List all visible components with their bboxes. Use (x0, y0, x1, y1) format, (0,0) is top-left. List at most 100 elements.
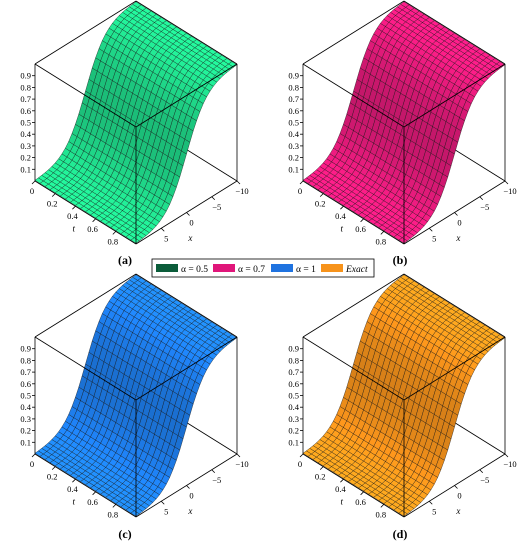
z-tick-label: 0.8 (288, 355, 299, 365)
x-tick-label: 5 (164, 506, 168, 516)
t-tick (360, 491, 364, 496)
x-axis-label: x (187, 233, 192, 243)
t-tick (112, 504, 117, 508)
box-edge-floor-front-left (302, 180, 405, 245)
z-tick-label: 0.9 (20, 344, 31, 354)
box-edge-top-back-left (34, 273, 137, 338)
box-edge-top-back-left (302, 0, 405, 65)
x-tick-label: −5 (212, 475, 221, 485)
t-tick (380, 231, 385, 235)
x-tick-label: 0 (457, 218, 461, 228)
legend-label-exact: Exact (345, 265, 368, 275)
x-tick-label: −10 (235, 186, 248, 196)
z-tick-label: 0.4 (288, 402, 299, 412)
t-tick (299, 453, 304, 458)
t-tick (31, 180, 36, 185)
t-tick-label: 0.6 (87, 224, 98, 234)
z-tick-label: 0.2 (20, 153, 31, 163)
x-tick-label: 0 (457, 491, 461, 501)
box-edge-top-front-left (302, 63, 405, 128)
z-tick-label: 0.9 (288, 344, 299, 354)
surface-d (302, 274, 506, 517)
x-tick-label: −5 (480, 475, 489, 485)
t-tick-label: 0.4 (67, 484, 78, 494)
z-tick-label: 0.6 (288, 379, 299, 389)
x-tick-label: 0 (189, 218, 193, 228)
legend-label-alpha-07: α = 0.7 (238, 265, 265, 275)
t-tick-label: 0 (298, 186, 302, 196)
x-tick (236, 453, 241, 458)
box-edge-top-front-left (34, 63, 137, 128)
panel-c: 0.10.20.30.40.50.60.70.80.900.20.40.60.8… (20, 273, 249, 519)
box-edge-top-back-right (403, 0, 506, 65)
x-tick-label: −5 (480, 202, 489, 212)
box-edge-top-front-right (403, 336, 506, 401)
z-tick-label: 0.9 (20, 71, 31, 81)
z-tick-label: 0.3 (288, 141, 299, 151)
t-tick (112, 231, 117, 235)
z-tick-label: 0.7 (20, 367, 31, 377)
x-tick (454, 212, 458, 216)
legend-swatch-alpha-07 (213, 264, 235, 272)
x-tick (160, 500, 165, 505)
z-tick-label: 0.5 (20, 118, 31, 128)
t-tick (380, 504, 385, 508)
x-tick (186, 212, 190, 216)
z-tick-label: 0.2 (288, 426, 299, 436)
x-tick-label: 5 (432, 506, 436, 516)
box-edge-floor-front-left (302, 453, 405, 518)
legend: α = 0.5 α = 0.7 α = 1 Exact (151, 258, 375, 278)
t-tick (72, 478, 76, 483)
z-tick-label: 0.2 (288, 153, 299, 163)
x-axis-label: x (187, 506, 192, 516)
z-tick-label: 0.1 (20, 437, 31, 447)
x-tick (504, 180, 509, 185)
z-tick-label: 0.3 (20, 141, 31, 151)
z-tick-label: 0.1 (288, 164, 299, 174)
x-tick (479, 469, 484, 474)
t-tick-label: 0.4 (335, 211, 346, 221)
z-tick-label: 0.4 (20, 402, 31, 412)
t-tick (92, 218, 96, 223)
t-tick-label: 0.4 (335, 484, 346, 494)
x-tick (504, 453, 509, 458)
x-tick-label: 5 (164, 233, 168, 243)
t-tick-label: 0.8 (107, 236, 118, 246)
z-tick-label: 0.2 (20, 426, 31, 436)
z-tick-label: 0.8 (20, 82, 31, 92)
t-tick (340, 205, 344, 210)
t-tick (92, 491, 96, 496)
z-tick-label: 0.5 (288, 391, 299, 401)
x-tick (454, 485, 458, 489)
panel-label-c: (c) (118, 527, 131, 541)
x-tick-label: −10 (235, 459, 248, 469)
t-tick-label: 0.2 (315, 472, 326, 482)
z-tick-label: 0.7 (288, 367, 299, 377)
z-tick-label: 0.1 (20, 164, 31, 174)
t-tick (299, 180, 304, 185)
box-edge-top-front-right (135, 63, 238, 128)
x-axis-label: x (455, 506, 460, 516)
surface-a (34, 1, 238, 244)
panel-d: 0.10.20.30.40.50.60.70.80.900.20.40.60.8… (288, 273, 517, 519)
t-tick-label: 0 (30, 186, 34, 196)
z-tick-label: 0.6 (20, 106, 31, 116)
box-edge-top-front-left (302, 336, 405, 401)
box-edge-top-front-right (135, 336, 238, 401)
t-tick-label: 0.6 (355, 497, 366, 507)
panel-label-a: (a) (118, 253, 132, 267)
t-tick (51, 466, 56, 470)
t-tick (319, 193, 324, 197)
t-tick (340, 478, 344, 483)
x-tick-label: −5 (212, 202, 221, 212)
t-axis-label: t (73, 497, 76, 507)
legend-label-alpha-1: α = 1 (296, 265, 316, 275)
z-tick-label: 0.7 (288, 94, 299, 104)
x-tick-label: −10 (503, 186, 516, 196)
x-tick (428, 227, 433, 232)
panel-a: 0.10.20.30.40.50.60.70.80.900.20.40.60.8… (20, 0, 249, 246)
t-tick-label: 0.6 (87, 497, 98, 507)
z-tick-label: 0.7 (20, 94, 31, 104)
x-tick (211, 196, 216, 201)
